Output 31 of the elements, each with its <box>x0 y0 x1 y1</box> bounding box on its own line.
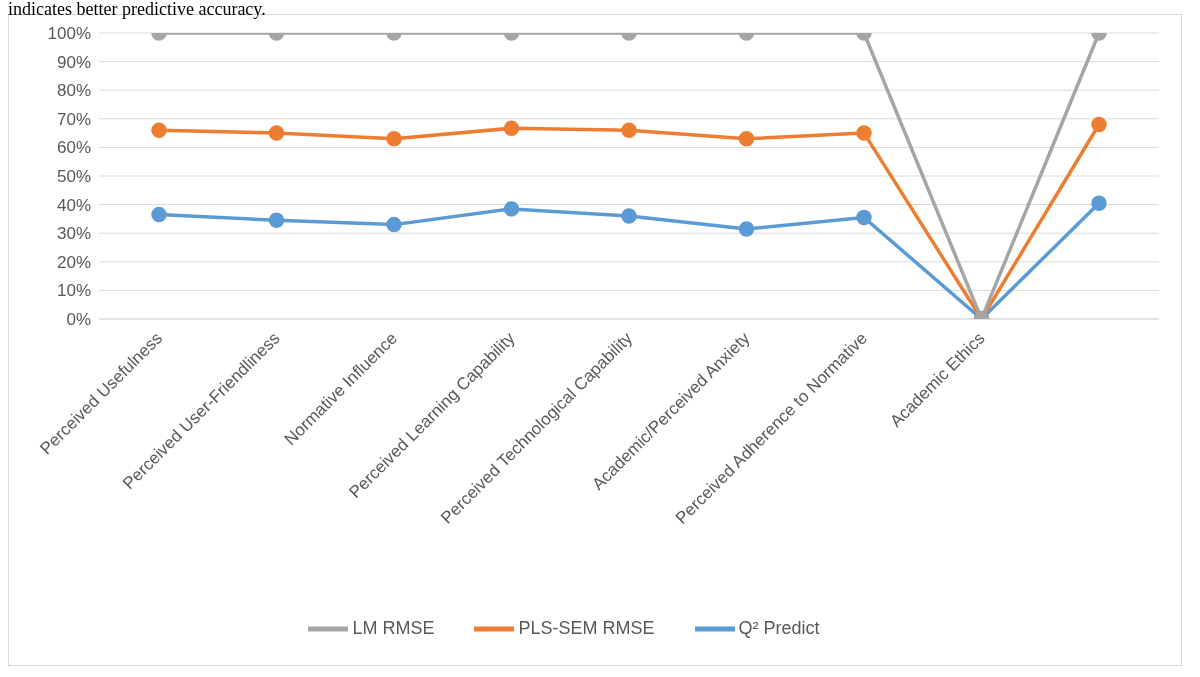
point <box>738 221 755 237</box>
point <box>268 125 285 141</box>
point <box>386 216 402 233</box>
point <box>151 122 167 138</box>
point <box>856 209 872 226</box>
y-tick-label: 0% <box>66 310 91 330</box>
y-tick-label: 10% <box>56 281 91 301</box>
point <box>268 212 285 229</box>
point <box>386 131 402 147</box>
point <box>503 201 520 217</box>
y-tick-label: 50% <box>56 167 91 187</box>
legend-label: LM RMSE <box>352 617 435 638</box>
y-tick-label: 60% <box>56 138 91 158</box>
point <box>621 122 637 138</box>
point <box>503 120 520 136</box>
y-tick-label: 20% <box>56 252 91 272</box>
legend-label: PLS-SEM RMSE <box>518 617 655 638</box>
point <box>1091 195 1107 211</box>
y-tick-label: 40% <box>56 195 91 215</box>
y-tick-label: 80% <box>56 81 91 101</box>
text: indicates better predictive accuracy. <box>8 0 267 19</box>
point <box>1091 116 1107 133</box>
y-tick-label: 30% <box>56 224 91 244</box>
point <box>621 208 637 224</box>
point <box>856 125 872 141</box>
y-tick-label: 100% <box>47 24 91 44</box>
point <box>738 131 755 147</box>
y-tick-label: 90% <box>56 52 91 72</box>
y-tick-label: 70% <box>56 109 91 129</box>
legend-label: Q² Predict <box>738 617 820 638</box>
point <box>151 206 167 223</box>
